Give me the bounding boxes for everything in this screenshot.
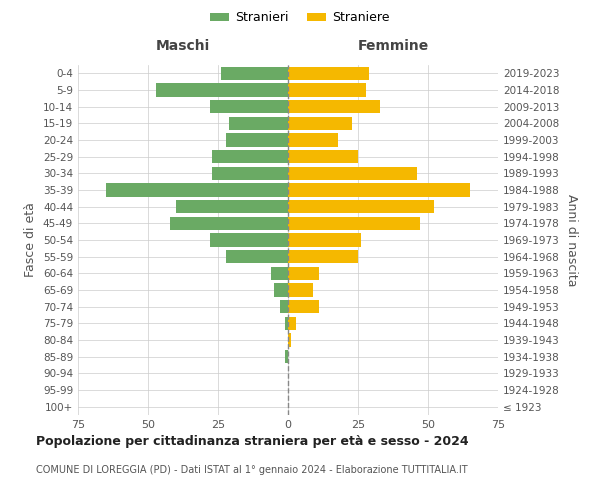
Bar — [288, 250, 358, 264]
Text: Maschi: Maschi — [156, 38, 210, 52]
Bar — [288, 100, 380, 114]
Bar — [288, 166, 417, 180]
Bar — [271, 266, 288, 280]
Bar — [285, 316, 288, 330]
Bar — [288, 134, 338, 146]
Bar — [209, 234, 288, 246]
Legend: Stranieri, Straniere: Stranieri, Straniere — [205, 6, 395, 29]
Bar — [288, 184, 470, 196]
Y-axis label: Fasce di età: Fasce di età — [25, 202, 37, 278]
Y-axis label: Anni di nascita: Anni di nascita — [565, 194, 578, 286]
Bar — [288, 150, 358, 164]
Bar — [157, 84, 288, 96]
Bar — [288, 266, 319, 280]
Bar — [212, 150, 288, 164]
Bar — [288, 216, 419, 230]
Bar — [274, 284, 288, 296]
Bar — [229, 116, 288, 130]
Bar — [288, 334, 291, 346]
Bar — [288, 200, 434, 213]
Bar — [288, 116, 352, 130]
Text: COMUNE DI LOREGGIA (PD) - Dati ISTAT al 1° gennaio 2024 - Elaborazione TUTTITALI: COMUNE DI LOREGGIA (PD) - Dati ISTAT al … — [36, 465, 467, 475]
Bar — [288, 234, 361, 246]
Bar — [288, 316, 296, 330]
Bar — [285, 350, 288, 364]
Bar — [106, 184, 288, 196]
Bar — [221, 66, 288, 80]
Bar — [280, 300, 288, 314]
Bar — [226, 134, 288, 146]
Bar — [226, 250, 288, 264]
Bar — [288, 66, 369, 80]
Bar — [288, 84, 367, 96]
Text: Popolazione per cittadinanza straniera per età e sesso - 2024: Popolazione per cittadinanza straniera p… — [36, 435, 469, 448]
Bar — [176, 200, 288, 213]
Bar — [170, 216, 288, 230]
Bar — [209, 100, 288, 114]
Bar — [288, 284, 313, 296]
Text: Femmine: Femmine — [358, 38, 428, 52]
Bar — [288, 300, 319, 314]
Bar — [212, 166, 288, 180]
